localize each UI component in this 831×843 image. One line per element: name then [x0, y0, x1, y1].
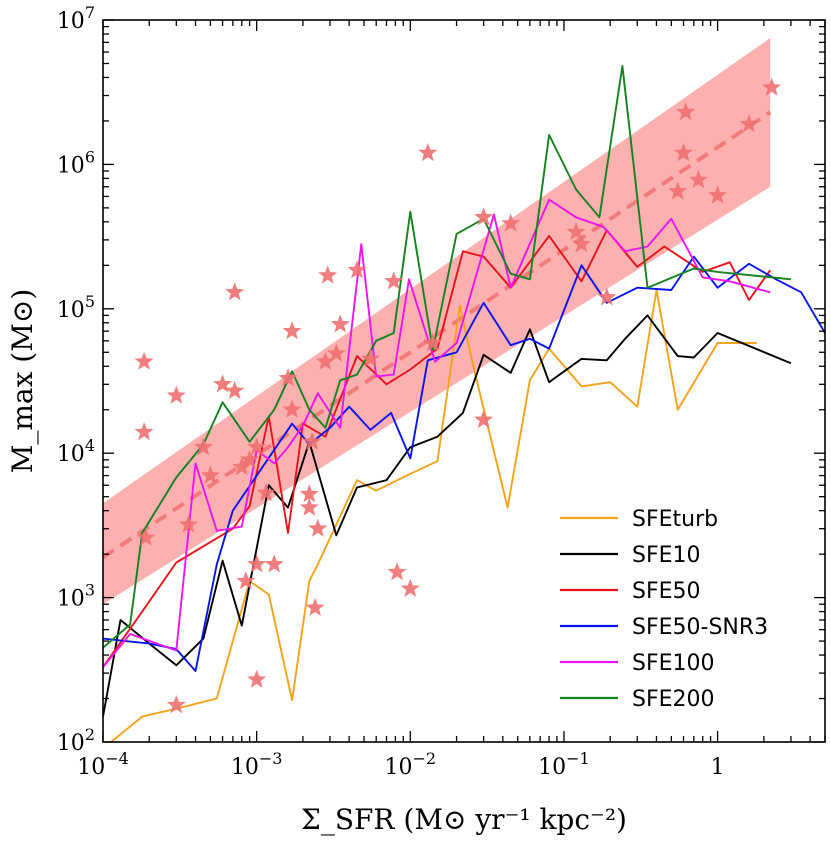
x-axis-label: Σ_SFR (M⊙ yr⁻¹ kpc⁻²)	[301, 803, 627, 836]
legend-label: SFE50	[632, 579, 701, 604]
observation-star	[299, 497, 319, 516]
observation-star	[247, 554, 267, 573]
observation-star	[318, 265, 338, 284]
observation-star	[305, 597, 325, 616]
observation-star	[179, 514, 198, 533]
axis-ticks	[102, 19, 826, 743]
observation-star	[200, 465, 220, 484]
observation-star	[597, 287, 617, 306]
observation-star	[384, 271, 404, 290]
observation-star	[278, 368, 298, 387]
observation-star	[232, 457, 252, 476]
legend-label: SFEturb	[632, 507, 718, 532]
legend-label: SFE10	[632, 543, 701, 568]
observation-star	[400, 578, 420, 597]
observation-star	[387, 562, 407, 581]
legend-label: SFE100	[632, 651, 715, 676]
x-tick-label: 10−4	[77, 749, 129, 780]
observation-star	[166, 695, 186, 714]
observation-star	[474, 409, 494, 428]
observation-star	[315, 351, 335, 370]
observation-star	[247, 437, 267, 456]
plot-frame	[102, 19, 826, 743]
y-tick-label: 105	[57, 292, 95, 323]
observation-star	[134, 351, 154, 370]
x-tick-label: 10−2	[385, 749, 437, 780]
observation-star	[256, 483, 276, 502]
observation-star	[282, 321, 302, 340]
observation-star	[166, 385, 186, 404]
observation-star	[134, 422, 154, 441]
axis-labels: 10−4 10−3 10−2 10−1 1 102 103 104 105 106 107	[57, 3, 725, 780]
observation-star	[193, 437, 213, 456]
observation-star	[501, 213, 521, 232]
observation-star	[668, 181, 688, 200]
y-tick-label: 102	[57, 725, 95, 756]
observation-star	[299, 484, 319, 503]
observation-star	[708, 185, 728, 204]
observation-star	[360, 348, 380, 367]
series-line-sfe200	[103, 65, 791, 649]
observation-star	[225, 282, 245, 301]
observation-star	[326, 343, 346, 362]
y-tick-label: 107	[57, 3, 95, 34]
observation-star	[474, 207, 494, 226]
series-line-sfe10	[103, 314, 792, 717]
observation-star	[282, 399, 302, 418]
observation-star	[674, 143, 693, 162]
observation-star	[213, 374, 233, 393]
y-tick-label: 103	[57, 581, 95, 612]
observation-star	[762, 77, 782, 96]
observation-star	[247, 669, 267, 688]
observation-star	[739, 114, 759, 133]
observation-star	[330, 314, 350, 333]
observation-star	[571, 234, 591, 253]
x-tick-label: 10−3	[231, 749, 283, 780]
x-tick-label: 10−1	[538, 749, 590, 780]
x-tick-label: 1	[711, 755, 725, 780]
observation-star	[225, 380, 245, 399]
observation-star	[347, 260, 367, 279]
observation-layer	[134, 77, 782, 714]
fit-band	[103, 38, 771, 605]
series-line-sfe100	[103, 198, 771, 668]
observation-star	[136, 527, 156, 546]
observation-star	[688, 170, 708, 189]
observation-star	[236, 571, 256, 590]
observation-star	[566, 222, 586, 241]
observation-star	[302, 431, 322, 450]
observation-star	[308, 518, 328, 537]
observation-star	[676, 102, 696, 121]
observation-star	[418, 143, 438, 162]
observation-star	[264, 554, 284, 573]
y-tick-label: 106	[57, 147, 95, 178]
legend-label: SFE50-SNR3	[632, 615, 768, 640]
y-tick-label: 104	[57, 436, 95, 467]
legend: SFEturb SFE10 SFE50 SFE50-SNR3 SFE100 SFE200	[560, 507, 768, 712]
y-axis-label: M_max (M⊙)	[6, 289, 39, 474]
observation-star	[423, 333, 443, 352]
observation-star	[240, 449, 260, 468]
legend-label: SFE200	[632, 687, 715, 712]
